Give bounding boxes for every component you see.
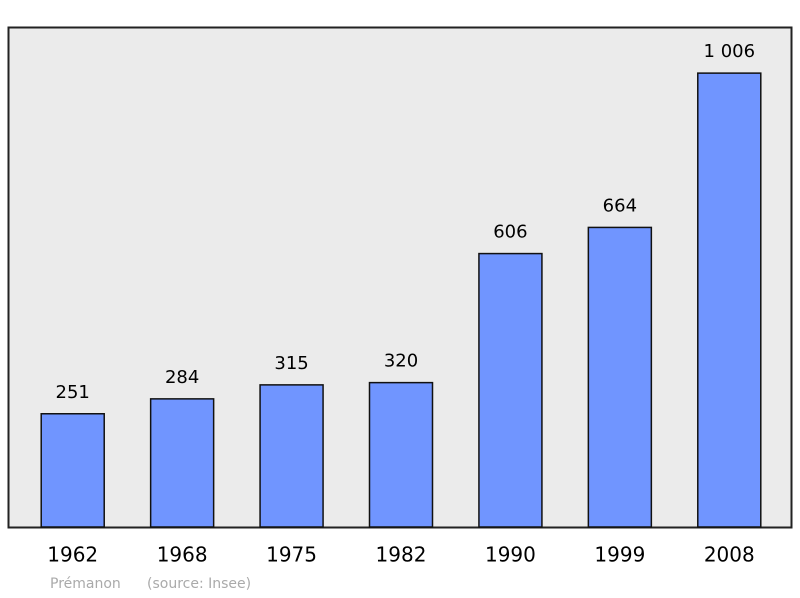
value-label: 320 xyxy=(384,351,418,372)
x-tick-label: 1990 xyxy=(485,543,536,567)
value-label: 284 xyxy=(165,367,199,388)
value-label: 251 xyxy=(56,382,90,403)
bar xyxy=(368,381,434,528)
bar xyxy=(40,413,105,528)
caption: Prémanon xyxy=(50,576,121,592)
source: (source: Insee) xyxy=(147,576,251,592)
value-label: 606 xyxy=(493,222,527,243)
bar xyxy=(259,384,324,528)
bar xyxy=(478,252,543,528)
x-tick-label: 1999 xyxy=(594,543,645,567)
x-tick-label: 1962 xyxy=(47,543,98,567)
x-tick-label: 1975 xyxy=(266,543,317,567)
x-tick-label: 2008 xyxy=(704,543,755,567)
x-tick-label: 1982 xyxy=(376,543,427,567)
value-label: 315 xyxy=(274,353,308,374)
x-tick-label: 1968 xyxy=(157,543,208,567)
bar xyxy=(149,398,215,528)
bar xyxy=(697,72,762,528)
value-label: 1 006 xyxy=(704,41,756,62)
value-label: 664 xyxy=(603,195,637,216)
bar xyxy=(587,226,653,528)
